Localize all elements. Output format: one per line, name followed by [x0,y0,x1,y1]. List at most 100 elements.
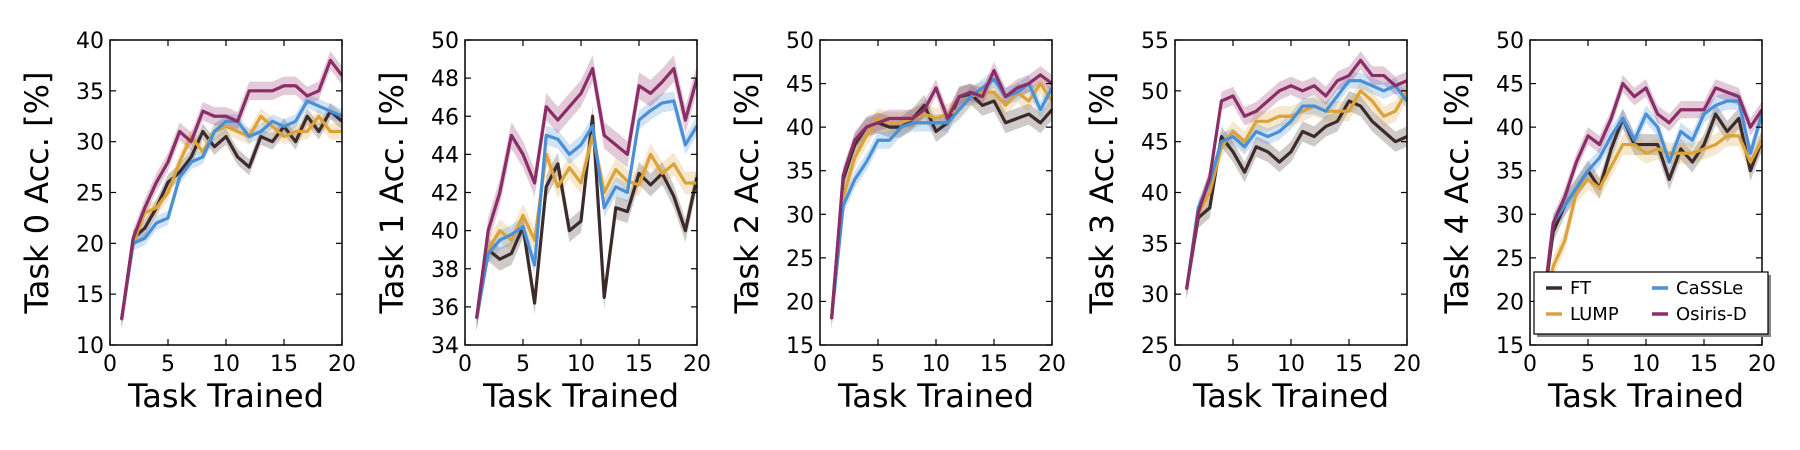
band-osiris-d [1541,74,1762,328]
data-point [946,121,949,124]
data-point [294,120,297,123]
data-point [1645,152,1647,155]
data-point [522,226,524,228]
data-point [545,105,547,108]
x-tick-label: 5 [1226,352,1240,377]
data-point [1348,74,1350,77]
data-point [1359,105,1362,107]
series-line-osiris-d [1540,81,1762,320]
x-tick-label: 15 [980,352,1008,377]
data-point [1255,120,1257,123]
data-point [603,191,605,194]
data-point [638,172,640,175]
y-tick-label: 25 [1141,334,1169,359]
data-point [603,296,605,299]
data-point [900,121,902,124]
data-point [533,239,536,241]
band-cassle [476,91,697,328]
data-point [225,125,227,128]
series-line-cassle [830,77,1052,320]
data-point [900,117,902,120]
data-point [144,227,146,229]
data-point [329,130,332,133]
data-point [1575,187,1578,189]
data-point [638,119,640,121]
legend-label-osiris-d: Osiris-D [1676,304,1747,325]
data-point [568,153,571,156]
data-point [1622,117,1624,120]
data-point [510,233,513,236]
x-tick-label: 20 [1038,352,1066,377]
data-point [970,95,972,98]
data-point [1267,151,1269,153]
data-point [638,184,640,186]
data-point [1680,148,1682,150]
data-point [318,115,320,118]
y-axis-label: Task 4 Acc. [%] [1438,72,1476,315]
x-tick-label: 10 [922,352,950,377]
data-point [673,163,675,165]
data-point [1004,121,1007,124]
data-point [580,182,582,184]
data-point [661,172,663,175]
data-point [1394,110,1397,112]
x-tick-label: 10 [212,352,240,377]
data-point [888,121,891,124]
data-point [673,100,675,102]
data-point [1232,151,1234,153]
data-point [1668,161,1670,163]
x-tick-label: 10 [1632,352,1660,377]
data-point [557,185,559,188]
y-tick-label: 45 [1141,131,1169,156]
data-point [1336,110,1339,112]
data-point [1039,74,1042,76]
data-point [615,206,617,209]
x-tick-label: 20 [1748,352,1776,377]
data-point [1633,95,1636,98]
data-point [260,115,262,118]
band-lump [1186,80,1407,300]
y-tick-label: 35 [786,160,814,185]
data-point [1703,108,1705,111]
series-line-lump [1540,134,1762,320]
data-point [981,95,984,98]
data-point [1313,105,1315,107]
series-line-lump [120,114,342,320]
data-point [1587,169,1589,172]
data-point [1714,104,1717,107]
data-point [318,105,320,107]
data-point [993,69,995,72]
x-tick-label: 15 [270,352,298,377]
y-tick-label: 40 [431,220,459,245]
data-point [649,109,652,112]
data-point [1209,206,1211,209]
x-tick-label: 0 [813,352,827,377]
data-point [1039,108,1042,111]
data-point [1313,84,1315,87]
data-point [580,92,582,95]
data-point [923,121,926,124]
series-line-cassle [475,99,697,319]
data-point [1301,105,1304,107]
data-point [568,166,571,169]
data-point [1325,125,1327,128]
data-point [510,134,513,137]
y-tick-label: 25 [76,182,104,207]
data-point [626,153,629,156]
y-tick-label: 50 [1496,29,1524,54]
band-cassle [1186,72,1407,298]
data-point [318,130,320,133]
data-point [144,237,146,240]
data-point [993,78,995,81]
data-point [213,130,216,133]
data-point [260,90,262,92]
data-point [865,161,868,163]
data-point [912,117,914,120]
data-point [1598,187,1601,189]
data-point [271,90,274,92]
data-point [1220,100,1223,102]
data-point [260,130,262,133]
data-point [1336,95,1339,97]
band-osiris-d [476,55,697,332]
data-point [1301,130,1304,133]
